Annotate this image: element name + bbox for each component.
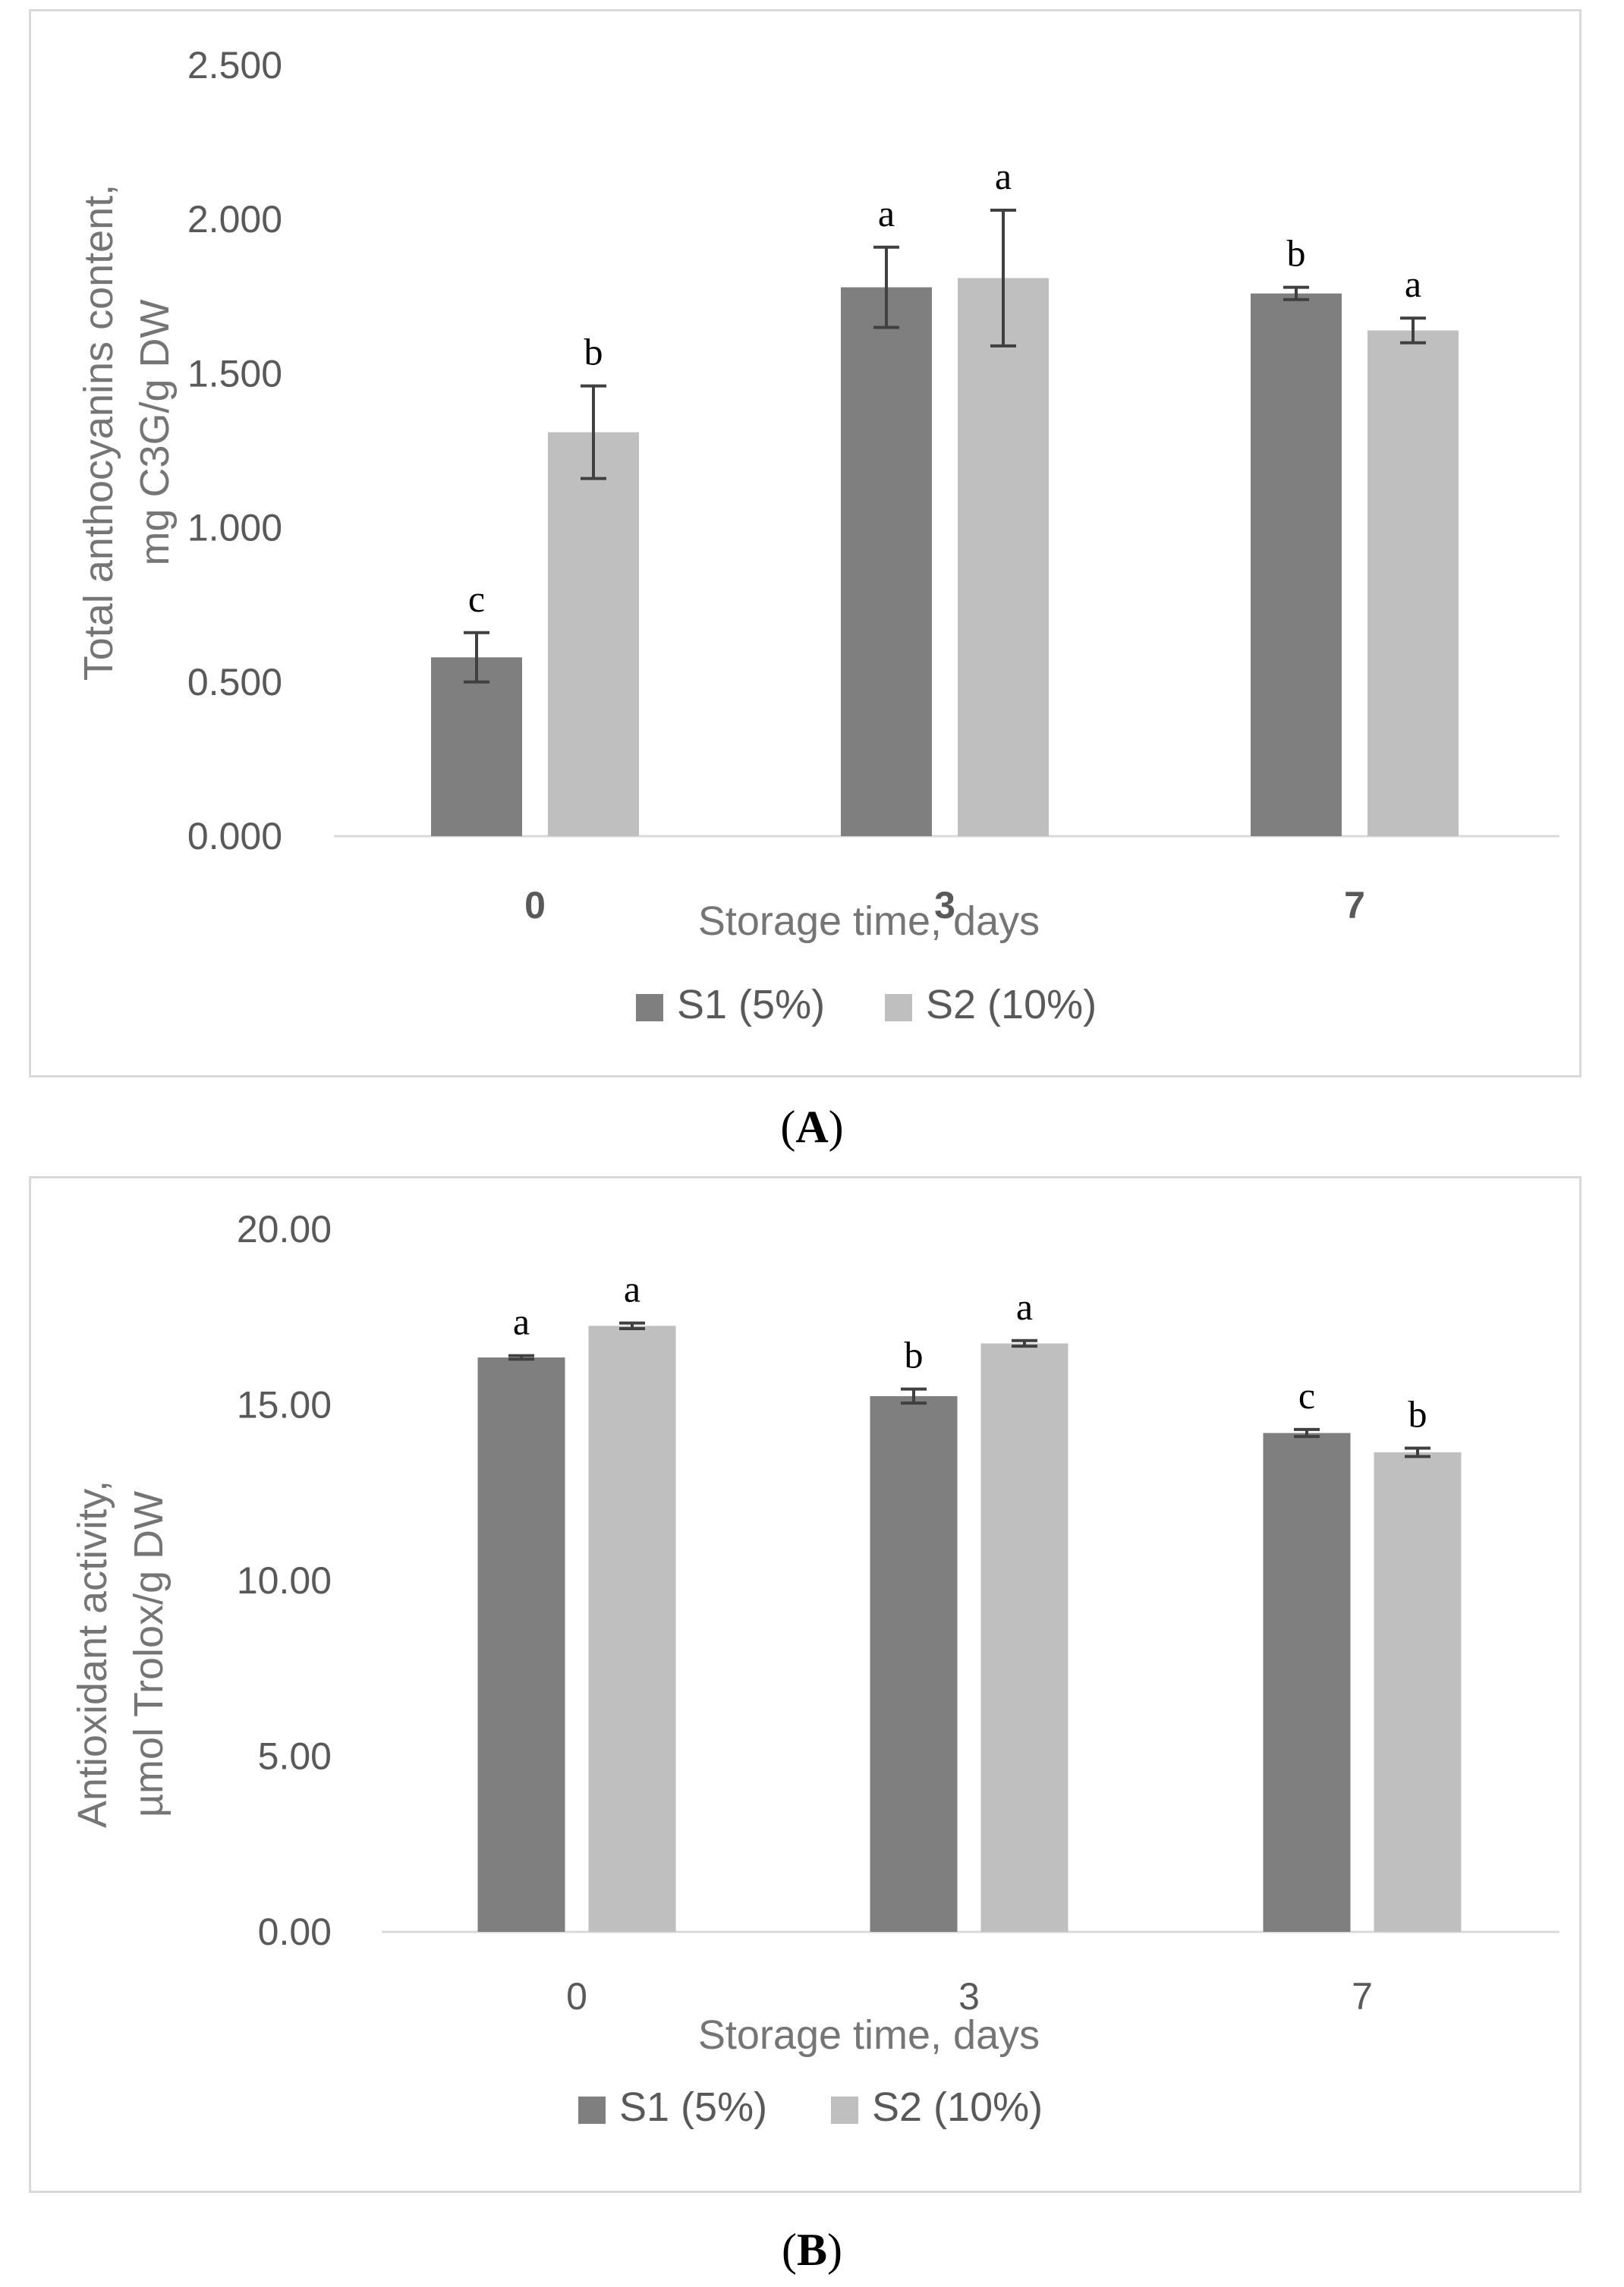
panel-a-y-tick-label: 0.000	[187, 815, 282, 857]
panel-a-legend-label-s1: S1 (5%)	[677, 982, 825, 1027]
panel-a-x-axis-title: Storage time, days	[698, 898, 1040, 944]
panel-b-caption-letter: B	[797, 2225, 827, 2275]
panel-a-bar-s2-day-3	[958, 278, 1049, 836]
panel-a-y-tick-label: 2.000	[187, 198, 282, 241]
panel-b-significance-letter: a	[1016, 1285, 1033, 1328]
panel-a-y-tick-label: 0.500	[187, 661, 282, 703]
panel-a-legend-swatch-s1	[636, 994, 663, 1021]
panel-b-x-tick-label: 3	[958, 1975, 980, 2018]
panel-a-significance-letter: c	[468, 577, 485, 620]
panel-b-bar-s2-day-0	[588, 1326, 676, 1932]
panel-a-y-tick-label: 2.500	[187, 44, 282, 87]
panel-a-significance-letter: a	[1405, 263, 1421, 305]
panel-a-significance-letter: b	[584, 331, 603, 373]
panel-b-caption: (B)	[782, 2225, 842, 2275]
panel-b-legend-swatch-s1	[578, 2097, 606, 2124]
panel-a-y-axis-title-line: Total anthocyanins content,	[76, 184, 121, 681]
panel-b-x-axis-title: Storage time, days	[698, 2012, 1040, 2058]
panel-a-x-tick-label: 0	[524, 884, 546, 926]
panel-b-y-axis-title-line: µmol Trolox/g DW	[126, 1491, 172, 1817]
panel-b-legend-swatch-s2	[831, 2097, 858, 2124]
panel-b-y-tick-label: 10.00	[237, 1559, 332, 1602]
panel-a-caption: (A)	[780, 1102, 843, 1152]
panel-b-significance-letter: b	[905, 1334, 924, 1376]
panel-b-x-tick-label: 7	[1352, 1975, 1373, 2018]
panel-b-y-axis-title: Antioxidant activity, µmol Trolox/g DW	[70, 1480, 172, 1828]
panel-b-bar-s2-day-3	[980, 1343, 1069, 1932]
panel-a-y-axis-title-line: mg C3G/g DW	[132, 299, 178, 565]
panel-b-y-axis-title-line: Antioxidant activity,	[70, 1480, 115, 1828]
panel-a-significance-letter: a	[878, 192, 895, 234]
panel-b-bar-s2-day-7	[1374, 1452, 1462, 1932]
panel-b-legend-label-s1: S1 (5%)	[619, 2084, 767, 2130]
panel-a-significance-letter: b	[1287, 232, 1306, 275]
panel-a-legend-swatch-s2	[885, 994, 912, 1021]
panel-a-bar-s1-day-0	[431, 657, 522, 836]
panel-a-x-tick-label: 7	[1344, 884, 1365, 926]
panel-b-y-tick-label: 5.00	[258, 1735, 332, 1778]
panel-a-bar-s2-day-0	[548, 432, 639, 836]
panel-a-y-axis-title: Total anthocyanins content, mg C3G/g DW	[76, 184, 178, 681]
panel-b-bar-s1-day-3	[870, 1395, 958, 1932]
panel-a-caption-letter: A	[795, 1102, 828, 1152]
panel-b-y-tick-label: 0.00	[258, 1911, 332, 1953]
panel-a-y-tick-label: 1.500	[187, 352, 282, 395]
panel-b-significance-letter: a	[624, 1268, 640, 1310]
panel-a-legend-label-s2: S2 (10%)	[926, 982, 1097, 1027]
panel-b-y-tick-label: 20.00	[237, 1208, 332, 1250]
panel-b-significance-letter: a	[513, 1301, 530, 1343]
panel-a-bar-s1-day-3	[841, 287, 932, 836]
panel-a-bar-s2-day-7	[1367, 330, 1459, 836]
panel-b-bar-s1-day-0	[477, 1357, 565, 1932]
panel-a-significance-letter: a	[995, 155, 1012, 197]
panel-b-x-tick-label: 0	[566, 1975, 587, 2018]
panel-b-y-tick-label: 15.00	[237, 1384, 332, 1427]
panel-a-y-tick-label: 1.000	[187, 507, 282, 549]
panel-b-legend-label-s2: S2 (10%)	[872, 2084, 1043, 2130]
panel-a-bar-s1-day-7	[1251, 293, 1342, 837]
panel-a-x-tick-label: 3	[934, 884, 955, 926]
panel-b-significance-letter: c	[1298, 1374, 1315, 1417]
panel-b-significance-letter: b	[1408, 1392, 1427, 1435]
panel-b-bar-s1-day-7	[1263, 1433, 1351, 1932]
